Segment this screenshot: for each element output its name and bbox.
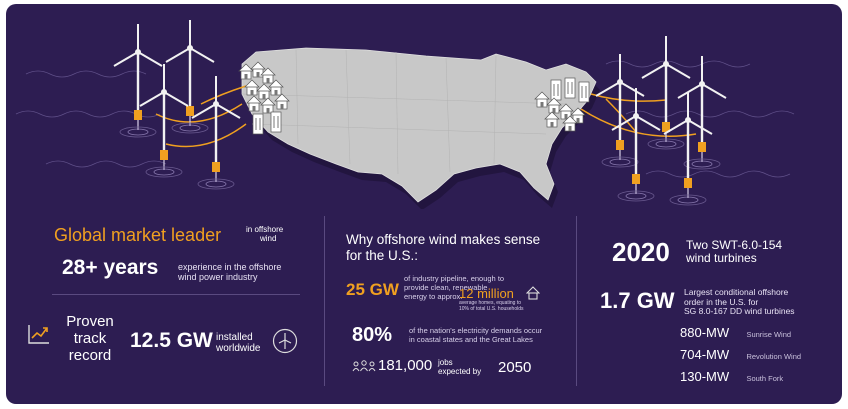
project-value: 130-MW [680, 369, 730, 384]
demand-desc-line-1: of the nation's electricity demands occu… [409, 326, 543, 335]
project-value: 880-MW [680, 325, 730, 340]
order-desc-line-1: Largest conditional offshore [684, 287, 789, 297]
left-title-suffix-line-2: wind [260, 234, 277, 243]
us-map [241, 47, 597, 203]
years-desc-line-2: wind power industry [178, 272, 258, 282]
middle-title-line-1: Why offshore wind makes sense [346, 232, 541, 247]
house-icon [526, 286, 540, 300]
project-name: Sunrise Wind [746, 330, 792, 339]
track-label-line-2: track [73, 330, 107, 347]
demand-desc: of the nation's electricity demands occu… [409, 326, 542, 344]
jobs-year: 2050 [498, 359, 532, 376]
left-title-suffix: in offshore wind [246, 225, 283, 243]
order-value: 1.7 GW [600, 288, 675, 313]
homes-desc-line-2: 10% of total U.S. households [459, 306, 524, 312]
demand-value: 80% [352, 324, 393, 346]
jobs-value: 181,000 [378, 357, 433, 374]
middle-title-line-2: for the U.S.: [346, 248, 419, 263]
jobs-desc-line-2: expected by [438, 367, 482, 376]
order-desc-line-3: SG 8.0-167 DD wind turbines [684, 306, 795, 316]
chart-trend-icon [28, 325, 49, 344]
installed-desc-line-1: installed [216, 332, 253, 343]
divider-left [324, 216, 325, 386]
installed-desc: installed worldwide [216, 332, 260, 354]
pipeline-desc-line-3: energy to approx. [404, 292, 463, 301]
wind-badge-icon [272, 328, 298, 354]
years-value: 28+ years [62, 256, 159, 279]
infographic-card: Global market leader in offshore wind 28… [6, 4, 842, 404]
year-value: 2020 [612, 237, 670, 267]
pipeline-desc: of industry pipeline, enough to provide … [404, 274, 504, 301]
year-desc-line-2: wind turbines [686, 251, 757, 265]
us-map-illustration [15, 18, 795, 209]
homes-desc: average homes, equating to 10% of total … [459, 300, 524, 312]
project-name: Revolution Wind [746, 352, 802, 361]
ocean-waves [15, 60, 795, 178]
track-label-line-1: Proven [66, 313, 114, 330]
order-desc-line-2: order in the U.S. for [684, 296, 759, 307]
project-list: 880-MW Sunrise Wind 704-MW Revolution Wi… [680, 324, 801, 390]
project-name: South Fork [746, 374, 784, 383]
left-title-suffix-line-1: in offshore [246, 225, 284, 234]
divider-right [576, 216, 577, 386]
pipeline-desc-line-2: provide clean, renewable [404, 283, 488, 292]
demand-desc-line-2: in coastal states and the Great Lakes [409, 335, 533, 344]
homes-value: 12 million [459, 286, 514, 301]
people-icon [352, 360, 376, 372]
project-row: 704-MW Revolution Wind [680, 346, 801, 368]
pipeline-desc-line-1: of industry pipeline, enough to [404, 274, 505, 283]
years-desc-line-1: experience in the offshore [178, 262, 282, 272]
project-row: 130-MW South Fork [680, 368, 801, 390]
left-title: Global market leader [54, 225, 222, 245]
order-desc: Largest conditional offshore order in th… [684, 287, 795, 317]
jobs-desc: jobs expected by [438, 358, 481, 376]
project-value: 704-MW [680, 347, 730, 362]
installed-value: 12.5 GW [130, 329, 213, 352]
divider-horizontal [52, 294, 300, 295]
homes-desc-line-1: average homes, equating to [459, 300, 521, 306]
year-desc: Two SWT-6.0-154 wind turbines [686, 239, 782, 265]
pipeline-value: 25 GW [346, 280, 399, 299]
track-label-line-3: record [68, 347, 112, 364]
year-desc-line-1: Two SWT-6.0-154 [686, 238, 783, 252]
jobs-desc-line-1: jobs [438, 358, 453, 367]
track-record-label: Proven track record [56, 313, 124, 364]
middle-title: Why offshore wind makes sense for the U.… [346, 232, 540, 264]
project-row: 880-MW Sunrise Wind [680, 324, 801, 346]
years-desc: experience in the offshore wind power in… [178, 262, 281, 282]
installed-desc-line-2: worldwide [216, 343, 261, 354]
